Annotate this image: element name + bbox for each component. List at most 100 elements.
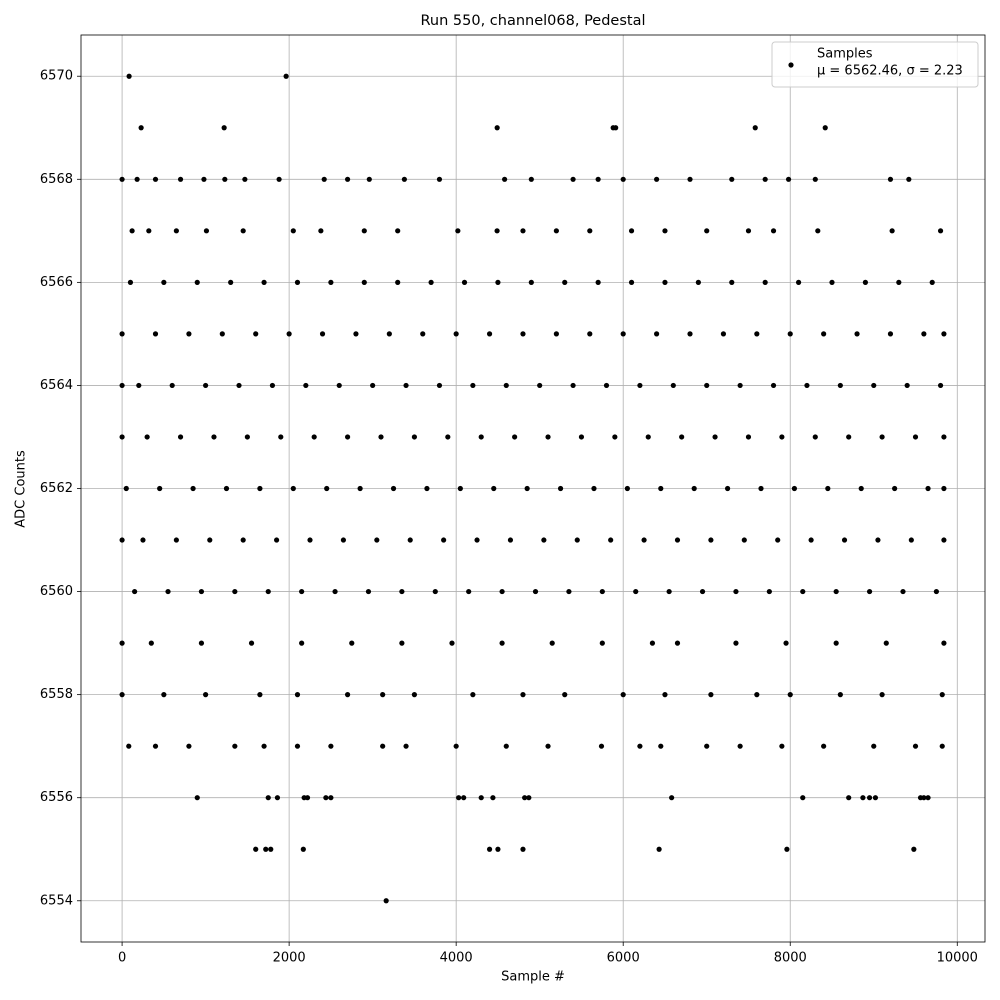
point	[432, 588, 438, 595]
point	[829, 279, 835, 285]
point	[737, 382, 743, 389]
point	[871, 743, 877, 749]
point	[557, 485, 564, 492]
x-tick-label: 6000	[607, 951, 640, 966]
point	[161, 692, 167, 698]
point	[127, 279, 134, 285]
point	[148, 640, 154, 646]
point	[833, 640, 839, 646]
point	[941, 640, 947, 646]
point	[620, 331, 626, 337]
point	[242, 176, 248, 182]
point	[257, 692, 263, 698]
point	[628, 228, 635, 234]
point	[323, 795, 329, 801]
point	[754, 331, 760, 337]
point	[411, 692, 418, 698]
x-tick-label: 10000	[937, 951, 978, 966]
point	[933, 588, 939, 595]
point	[457, 485, 463, 492]
point	[478, 795, 484, 801]
point	[800, 795, 806, 801]
point	[921, 331, 927, 337]
point	[900, 588, 906, 595]
point	[453, 331, 459, 337]
point	[274, 795, 281, 801]
y-tick-label: 6560	[40, 584, 73, 599]
point	[328, 795, 334, 801]
point	[300, 846, 306, 852]
point	[152, 176, 159, 182]
point	[194, 795, 200, 801]
point	[637, 743, 643, 749]
point	[494, 125, 500, 131]
point	[599, 640, 605, 646]
point	[921, 795, 927, 801]
point	[587, 228, 593, 234]
point	[344, 176, 351, 182]
point	[595, 176, 601, 182]
y-tick-label: 6558	[40, 687, 73, 702]
point	[269, 382, 276, 389]
point	[441, 537, 447, 543]
point	[528, 279, 534, 285]
point	[645, 434, 651, 440]
point	[752, 125, 758, 131]
point	[177, 176, 184, 182]
point	[495, 846, 501, 852]
legend: Samples μ = 6562.46, σ = 2.23	[771, 41, 979, 88]
point	[507, 537, 514, 543]
point	[240, 228, 246, 234]
point	[411, 434, 418, 440]
point	[608, 537, 614, 543]
point	[795, 279, 802, 285]
point	[265, 795, 271, 801]
point	[791, 485, 798, 492]
legend-note: μ = 6562.46, σ = 2.23	[817, 64, 963, 79]
point	[875, 537, 881, 543]
point	[136, 382, 142, 389]
point	[474, 537, 480, 543]
point	[228, 279, 234, 285]
point	[858, 485, 864, 492]
point	[428, 279, 434, 285]
point	[939, 692, 945, 698]
point	[704, 743, 710, 749]
point	[854, 331, 860, 337]
point	[299, 588, 305, 595]
y-tick-label: 6568	[40, 172, 73, 187]
point	[720, 331, 727, 337]
point	[340, 537, 347, 543]
point	[361, 279, 367, 285]
point	[695, 279, 701, 285]
point	[303, 382, 309, 389]
point	[222, 176, 228, 182]
point	[198, 640, 205, 646]
point	[461, 795, 467, 801]
point	[152, 743, 159, 749]
point	[223, 485, 230, 492]
point	[194, 279, 200, 285]
point	[846, 795, 852, 801]
point	[553, 331, 559, 337]
point	[328, 743, 334, 749]
point	[126, 743, 132, 749]
point	[758, 485, 764, 492]
point	[361, 228, 367, 234]
point	[570, 176, 576, 182]
point	[144, 434, 150, 440]
point	[578, 434, 585, 440]
point	[779, 434, 785, 440]
point	[491, 485, 497, 492]
point	[787, 331, 793, 337]
point	[599, 588, 605, 595]
point	[941, 434, 947, 440]
point	[132, 588, 138, 595]
point	[821, 743, 827, 749]
point	[812, 176, 818, 182]
point	[658, 743, 664, 749]
point	[654, 331, 660, 337]
point	[591, 485, 597, 492]
point	[503, 743, 509, 749]
point	[445, 434, 451, 440]
